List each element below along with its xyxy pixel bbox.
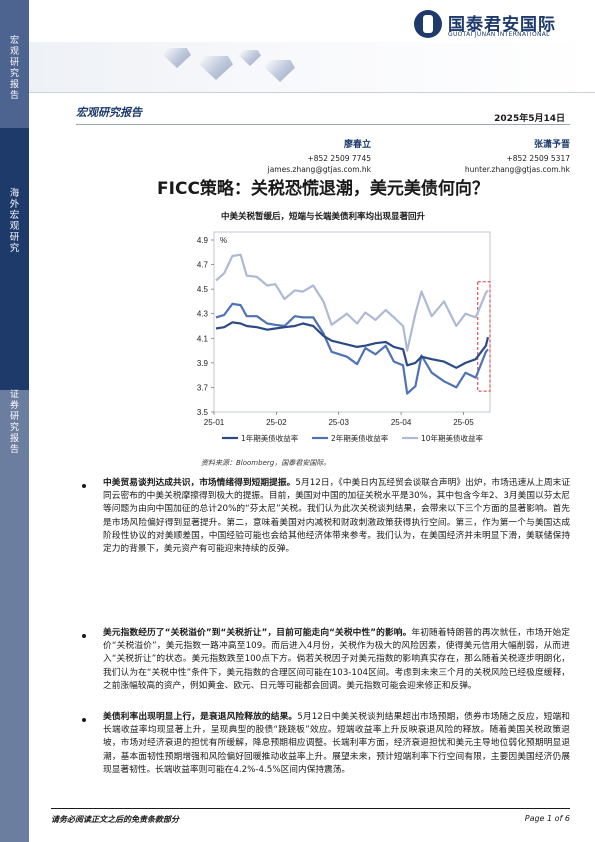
author-email[interactable]: james.zhang@gtjas.com.hk xyxy=(267,165,371,174)
sidebar: 宏观研究报告 海外宏观研究 证券研究报告 xyxy=(0,0,29,842)
header-banner xyxy=(29,42,595,92)
paragraph-text: 5月12日中美关税谈判结果超出市场预期，债券市场随之反应，短端和长端收益率均现显… xyxy=(103,712,570,775)
chart-source: 资料来源：Bloomberg，国泰君安国际。 xyxy=(201,459,331,467)
paragraph-text: 年初随着特朗普的再次就任，市场开始定价“关税溢价”，美元指数一路冲高至109。而… xyxy=(103,628,570,691)
y-tick-label: 3.9 xyxy=(197,359,209,368)
paragraph: 中美贸易谈判达成共识，市场情绪得到短期提振。5月12日，《中美日内瓦经贸会谈联合… xyxy=(103,477,570,556)
series-line xyxy=(215,302,489,395)
header-rule xyxy=(76,124,570,125)
bullet-icon xyxy=(82,718,86,722)
y-axis-unit: % xyxy=(220,236,227,245)
sidebar-middle-segment: 海外宏观研究 xyxy=(0,128,29,390)
sidebar-bottom-segment: 证券研究报告 xyxy=(0,390,29,842)
y-tick-label: 4.9 xyxy=(197,236,209,245)
sidebar-middle-label: 海外宏观研究 xyxy=(9,188,20,254)
x-tick-label: 25-03 xyxy=(328,418,349,427)
author-phone: +852 2509 5317 xyxy=(506,154,570,163)
paragraph-lead: 中美贸易谈判达成共识，市场情绪得到短期提振。 xyxy=(103,478,296,488)
bullet-icon xyxy=(82,634,86,638)
logo-text-en: GUOTAI JUNAN INTERNATIONAL xyxy=(448,31,550,38)
report-type: 宏观研究报告 xyxy=(76,106,142,119)
logo-text-cn: 国泰君安国际 xyxy=(448,15,556,35)
y-tick-label: 4.5 xyxy=(197,285,209,294)
legend-label: 1年期美债收益率 xyxy=(241,433,299,443)
diamond-icon xyxy=(265,60,295,82)
series-line xyxy=(215,321,490,369)
paragraph-lead: 美元指数经历了“关税溢价”到“关税折让”，目前可能走向“关税中性”的影响。 xyxy=(103,628,412,638)
author-block: 张潇予晋 +852 2509 5317 hunter.zhang@gtjas.c… xyxy=(465,140,570,175)
x-tick-label: 25-01 xyxy=(204,418,225,427)
diamond-icon xyxy=(163,48,191,68)
author-email[interactable]: hunter.zhang@gtjas.com.hk xyxy=(464,165,570,174)
paragraph: 美债利率出现明显上行，是衰退风险释放的结果。5月12日中美关税谈判结果超出市场预… xyxy=(103,711,570,777)
legend-label: 2年期美债收益率 xyxy=(331,433,389,443)
logo-icon xyxy=(414,10,442,38)
plot-area xyxy=(213,231,491,413)
x-tick-label: 25-04 xyxy=(391,418,412,427)
series-line xyxy=(215,253,489,352)
paragraph-text: 5月12日，《中美日内瓦经贸会谈联合声明》出炉，市场迅速从上周末证同云密布的中美… xyxy=(103,478,571,555)
chart-container: 3.5 3.7 3.9 4.1 4.3 4.5 4.7 4.9% 25-01 25-02 25-03… xyxy=(180,222,510,450)
paragraph-lead: 美债利率出现明显上行，是衰退风险释放的结果。 xyxy=(103,712,298,722)
author-phone: +852 2509 7745 xyxy=(307,154,371,163)
page-number: Page 1 of 6 xyxy=(524,814,570,823)
y-tick-label: 4.1 xyxy=(197,334,209,343)
author-block: 廖春立 +852 2509 7745 james.zhang@gtjas.com… xyxy=(268,140,371,175)
bullet-icon xyxy=(82,484,86,488)
line-chart: 3.5 3.7 3.9 4.1 4.3 4.5 4.7 4.9 % 25-01 25-02 25-03… xyxy=(197,231,491,443)
x-tick-label: 25-05 xyxy=(453,418,474,427)
diamond-icon xyxy=(239,50,261,66)
paragraph: 美元指数经历了“关税溢价”到“关税折让”，目前可能走向“关税中性”的影响。年初随… xyxy=(103,627,570,693)
page-title: FICC策略：关税恐慌退潮，美元美债何向？ xyxy=(157,179,489,199)
footer-rule xyxy=(51,808,570,809)
report-date: 2025年5月14日 xyxy=(494,114,565,124)
sidebar-bottom-label: 证券研究报告 xyxy=(9,390,19,455)
footer-disclaimer[interactable]: 请务必阅读正文之后的免责条款部分 xyxy=(51,815,179,824)
chart-title: 中美关税暂缓后，短端与长端美债利率均出现显著回升 xyxy=(220,212,425,222)
company-logo: 国泰君安国际 GUOTAI JUNAN INTERNATIONAL xyxy=(414,8,584,44)
y-tick-label: 4.7 xyxy=(197,261,209,270)
y-tick-label: 3.7 xyxy=(197,383,209,392)
legend-label: 10年期美债收益率 xyxy=(421,433,484,443)
x-tick-label: 25-02 xyxy=(266,418,287,427)
sidebar-top-label: 宏观研究报告 xyxy=(9,36,19,101)
author-name: 廖春立 xyxy=(343,140,371,150)
header-divider xyxy=(29,92,595,93)
y-tick-label: 3.5 xyxy=(197,408,209,417)
highlight-box xyxy=(477,281,491,392)
author-name: 张潇予晋 xyxy=(533,140,570,150)
diamond-icon xyxy=(199,56,233,80)
sidebar-top-segment: 宏观研究报告 xyxy=(0,0,29,128)
y-tick-label: 4.3 xyxy=(197,310,209,319)
